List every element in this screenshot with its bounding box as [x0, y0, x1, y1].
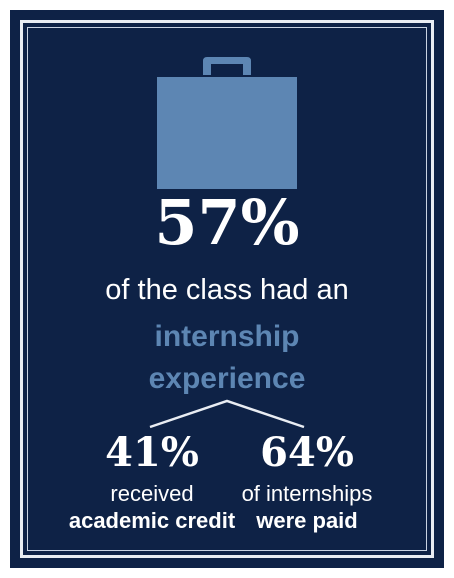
briefcase-icon	[157, 57, 297, 189]
left-stat-line2: academic credit	[68, 508, 236, 533]
branch-connector	[149, 399, 305, 429]
main-stat-highlight-1: internship	[154, 320, 300, 353]
right-stat-value: 64%	[260, 429, 354, 476]
right-stat-line2: were paid	[256, 508, 358, 533]
left-stat-value: 41%	[105, 429, 199, 476]
infographic-panel: 57% of the class had an internship exper…	[10, 10, 444, 568]
main-stat-value: 57%	[154, 186, 300, 259]
right-stat-line1: of internships	[241, 481, 373, 506]
main-stat-text: of the class had an	[105, 274, 349, 306]
left-stat-line1: received	[110, 481, 194, 506]
outer-border	[20, 20, 434, 558]
main-stat-highlight-2: experience	[148, 362, 306, 395]
inner-border	[27, 27, 427, 551]
